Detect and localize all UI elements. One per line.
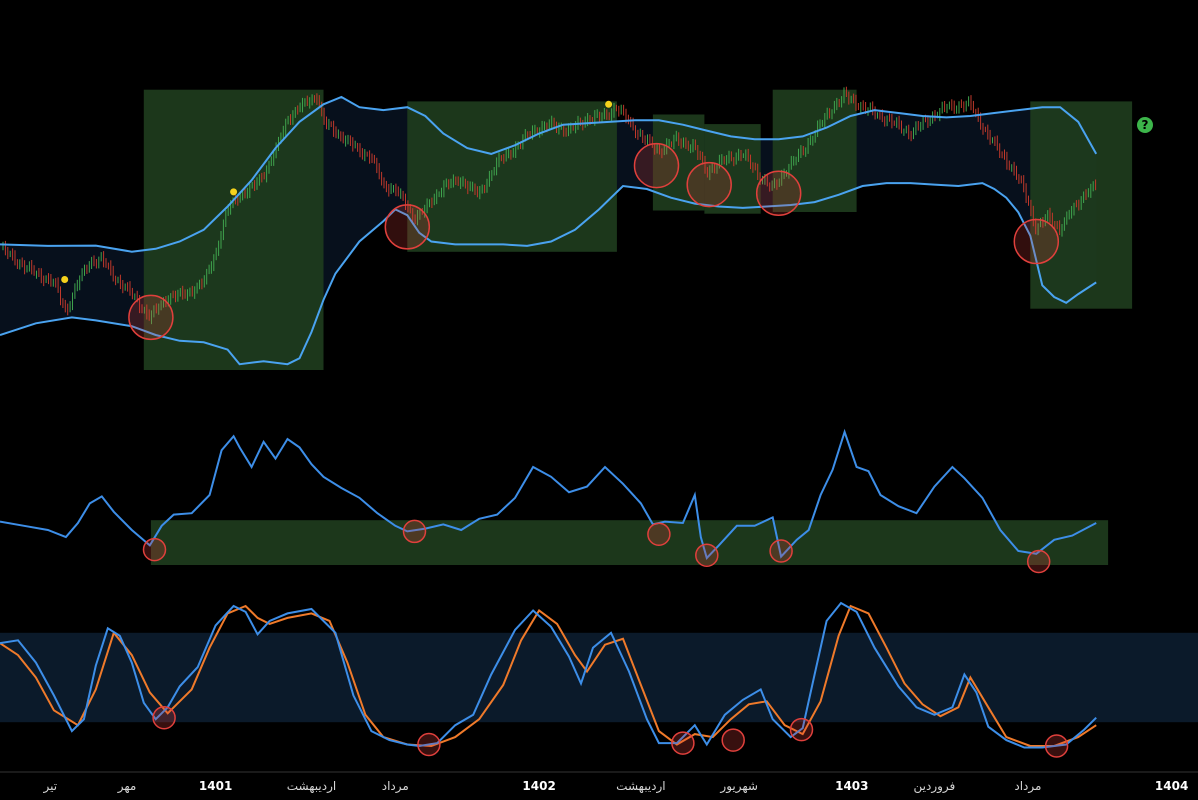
x-axis-tick-label: تیر — [43, 779, 58, 794]
stochastic-signal-circle — [1044, 734, 1069, 758]
question-mark-icon[interactable]: ? — [1137, 117, 1153, 133]
x-axis-tick-label: 1404 — [1155, 779, 1188, 793]
x-axis-tick-label: 1403 — [835, 779, 868, 793]
price-signal-circle — [686, 161, 732, 208]
oscillator-panel — [0, 428, 1109, 574]
bollinger-lower-line — [0, 182, 1097, 366]
bollinger-upper-line — [0, 95, 1098, 253]
stochastic-band — [0, 632, 1198, 723]
price-signal-dot — [230, 188, 238, 196]
x-axis-tick-label: اردیبهشت — [616, 779, 665, 794]
x-axis-tick-label: اردیبهشت — [287, 779, 336, 794]
green-zone — [143, 89, 324, 370]
oscillator-signal-circle — [647, 522, 671, 546]
green-zone — [772, 89, 857, 212]
x-axis-tick-label: مرداد — [382, 779, 409, 794]
x-axis-tick-label: مهر — [117, 779, 137, 794]
stochastic-signal-circle — [417, 732, 441, 757]
green-zone — [407, 101, 617, 252]
price-signal-circle — [1013, 218, 1060, 265]
x-axis-tick-label: 1402 — [522, 779, 555, 793]
x-axis: تیر مهر 1401 اردیبهشت مرداد 1402 اردیبهشت شهریو… — [43, 779, 1189, 794]
x-axis-tick-label: شهریور — [719, 779, 758, 794]
stochastic-k-line — [0, 601, 1097, 749]
oscillator-green-band — [150, 520, 1109, 565]
price-signal-circle — [384, 204, 431, 250]
oscillator-line — [0, 428, 1097, 560]
stochastic-d-line — [0, 604, 1097, 748]
x-axis-tick-label: مرداد — [1014, 779, 1041, 794]
stochastic-signal-circle — [152, 705, 176, 730]
oscillator-signal-circle — [142, 537, 167, 562]
price-signal-circle — [633, 142, 680, 189]
price-signal-dot — [61, 276, 69, 283]
oscillator-signal-circle — [402, 519, 427, 544]
price-signal-circle — [755, 170, 802, 217]
x-axis-tick-label: 1401 — [199, 779, 232, 793]
price-signal-circle — [128, 294, 174, 341]
stochastic-panel — [0, 601, 1198, 758]
stochastic-signal-circle — [671, 731, 695, 755]
price-panel — [0, 86, 1133, 370]
stochastic-signal-circle — [721, 728, 745, 752]
price-signal-dot — [605, 100, 613, 108]
x-axis-tick-label: فروردین — [914, 779, 956, 794]
oscillator-signal-circle — [1026, 549, 1051, 574]
oscillator-signal-circle — [695, 543, 719, 567]
stochastic-signal-circle — [789, 717, 814, 742]
oscillator-signal-circle — [769, 539, 793, 563]
